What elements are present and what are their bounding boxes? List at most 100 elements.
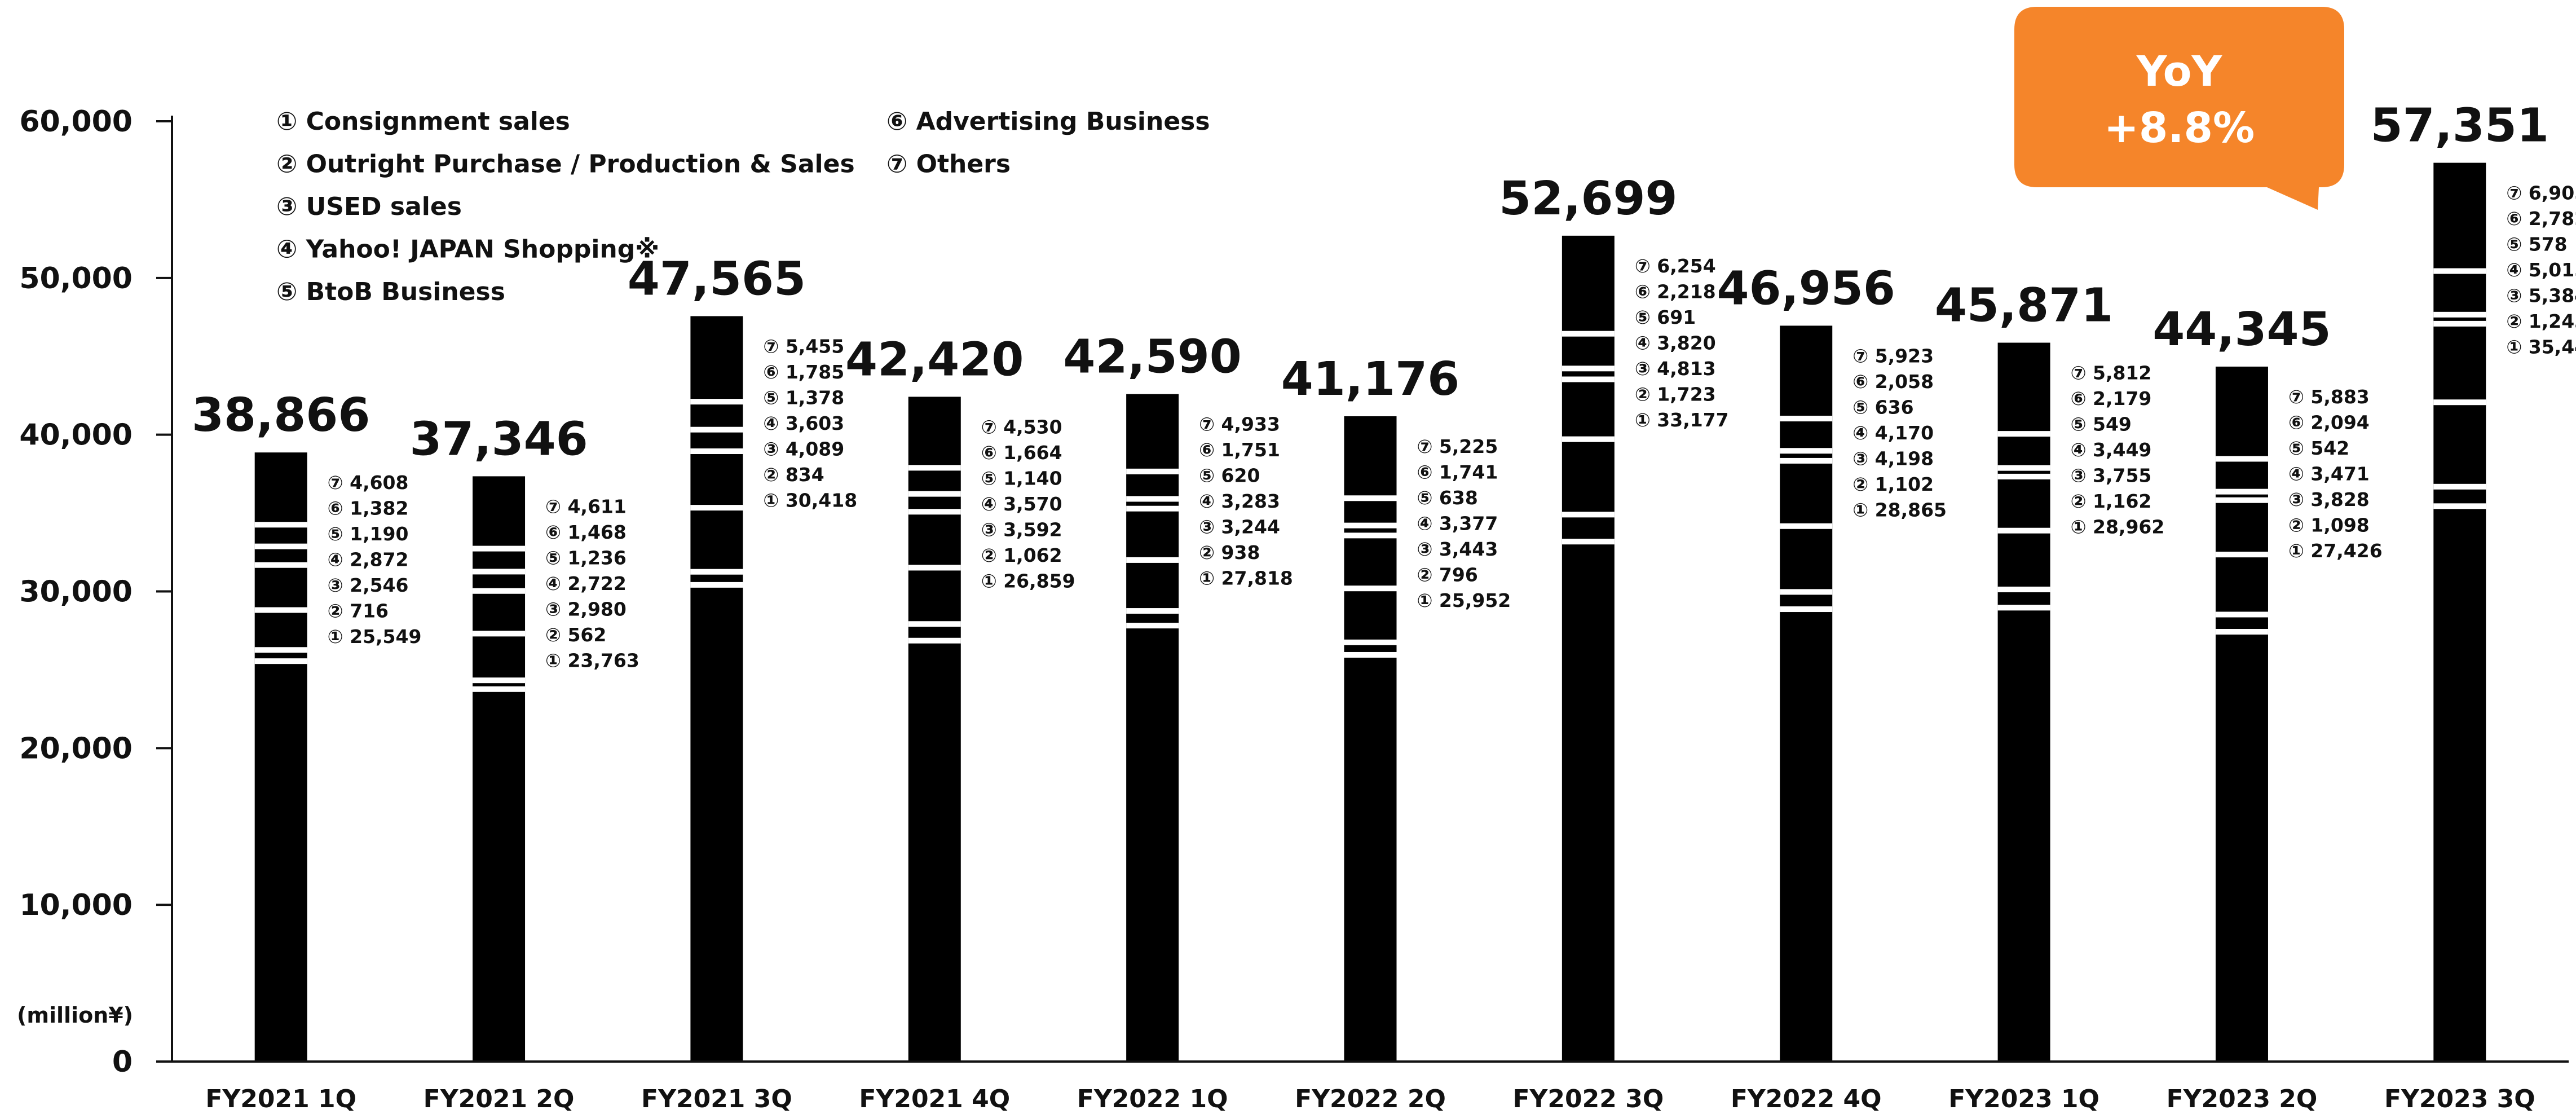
segment-value-label: ⑤ 691 bbox=[1635, 306, 1696, 328]
segment-separator bbox=[1344, 532, 1397, 539]
segment-value-label: ③ 4,813 bbox=[1635, 358, 1716, 380]
segment-separator bbox=[2215, 488, 2268, 495]
bar bbox=[473, 476, 526, 1062]
segment-separator bbox=[690, 399, 743, 405]
legend: ① Consignment sales ② Outright Purchase /… bbox=[276, 107, 1210, 306]
segment-separator bbox=[1997, 605, 2050, 611]
y-tick-label: 20,000 bbox=[19, 732, 133, 765]
x-tick-label: FY2022 1Q bbox=[1077, 1085, 1228, 1113]
segment-value-label: ④ 3,570 bbox=[981, 493, 1062, 515]
segment-value-label: ④ 2,722 bbox=[545, 573, 627, 595]
segment-value-label: ② 1,102 bbox=[1852, 473, 1934, 495]
segment-separator bbox=[473, 686, 526, 692]
segment-value-label: ④ 3,471 bbox=[2288, 463, 2370, 485]
segment-value-label: ⑦ 5,455 bbox=[763, 335, 844, 357]
x-tick-label: FY2023 2Q bbox=[2167, 1085, 2318, 1113]
segment-value-label: ⑤ 1,190 bbox=[328, 523, 409, 545]
bar bbox=[1344, 416, 1397, 1062]
yoy-label: YoY bbox=[2136, 47, 2223, 96]
segment-separator bbox=[690, 426, 743, 433]
y-unit-label: (million¥) bbox=[17, 1003, 133, 1028]
bar-total-label: 46,956 bbox=[1717, 262, 1895, 315]
segment-separator bbox=[908, 491, 961, 497]
segment-separator bbox=[690, 505, 743, 511]
bar-total-label: 52,699 bbox=[1499, 172, 1677, 226]
segment-separator bbox=[908, 509, 961, 515]
segment-value-label: ④ 3,449 bbox=[2071, 439, 2152, 461]
segment-value-label: ① 27,818 bbox=[1199, 567, 1293, 589]
segment-value-label: ④ 3,283 bbox=[1199, 490, 1280, 512]
segment-separator bbox=[473, 677, 526, 684]
bar bbox=[1562, 235, 1615, 1062]
segment-separator bbox=[254, 543, 307, 549]
segment-value-label: ⑦ 4,608 bbox=[328, 472, 409, 494]
segment-separator bbox=[1344, 522, 1397, 529]
segment-separator bbox=[690, 569, 743, 575]
bar-total-label: 47,565 bbox=[628, 252, 806, 306]
y-tick-label: 0 bbox=[112, 1045, 133, 1079]
segment-value-label: ① 25,952 bbox=[1417, 589, 1511, 611]
yoy-callout: YoY +8.8% bbox=[2014, 7, 2344, 210]
x-tick-label: FY2022 2Q bbox=[1295, 1085, 1446, 1113]
segment-value-label: ⑥ 1,741 bbox=[1417, 461, 1498, 483]
segment-value-label: ④ 3,820 bbox=[1635, 332, 1716, 354]
segment-separator bbox=[1780, 606, 1833, 613]
segment-value-label: ③ 3,443 bbox=[1417, 538, 1498, 560]
segment-separator bbox=[690, 448, 743, 455]
segment-value-label: ⑥ 2,179 bbox=[2071, 388, 2152, 410]
segment-separator bbox=[1126, 505, 1179, 512]
segment-separator bbox=[1997, 527, 2050, 534]
x-tick-label: FY2023 3Q bbox=[2384, 1085, 2535, 1113]
legend-item: ① Consignment sales bbox=[276, 107, 570, 136]
segment-value-label: ① 28,865 bbox=[1852, 499, 1947, 521]
segment-value-label: ① 26,859 bbox=[981, 570, 1075, 592]
segment-separator bbox=[2433, 399, 2486, 406]
x-tick-label: FY2021 3Q bbox=[641, 1085, 792, 1113]
bar bbox=[2215, 366, 2268, 1062]
segment-separator bbox=[1562, 366, 1615, 372]
segment-value-label: ⑥ 2,094 bbox=[2288, 411, 2370, 433]
segment-separator bbox=[473, 631, 526, 637]
segment-value-label: ② 1,243 bbox=[2506, 310, 2576, 332]
segment-value-label: ④ 3,377 bbox=[1417, 512, 1498, 534]
segment-separator bbox=[1126, 496, 1179, 502]
bar bbox=[1997, 342, 2050, 1062]
segment-value-label: ⑦ 5,923 bbox=[1852, 345, 1934, 367]
bar bbox=[908, 397, 961, 1062]
y-tick-label: 50,000 bbox=[19, 262, 133, 296]
segment-value-label: ⑦ 4,933 bbox=[1199, 413, 1280, 435]
segment-value-label: ① 33,177 bbox=[1635, 409, 1729, 431]
segment-value-label: ⑤ 549 bbox=[2071, 413, 2132, 435]
yoy-value: +8.8% bbox=[2104, 104, 2255, 152]
x-tick-label: FY2021 1Q bbox=[205, 1085, 356, 1113]
legend-item: ② Outright Purchase / Production & Sales bbox=[276, 150, 855, 179]
segment-value-label: ② 1,062 bbox=[981, 544, 1062, 566]
x-tick-label: FY2021 4Q bbox=[859, 1085, 1010, 1113]
segment-value-label: ① 25,549 bbox=[328, 626, 422, 648]
y-tick-label: 10,000 bbox=[19, 888, 133, 922]
segment-value-label: ⑦ 4,530 bbox=[981, 416, 1062, 438]
segment-separator bbox=[254, 522, 307, 528]
segment-separator bbox=[1997, 473, 2050, 479]
segment-value-label: ③ 3,828 bbox=[2288, 488, 2370, 510]
bar-total-label: 37,346 bbox=[409, 412, 588, 466]
legend-item: ③ USED sales bbox=[276, 192, 462, 221]
segment-separator bbox=[1126, 608, 1179, 614]
segment-value-label: ① 30,418 bbox=[763, 489, 857, 511]
segment-value-label: ② 562 bbox=[545, 624, 606, 646]
x-tick-label: FY2021 2Q bbox=[424, 1085, 575, 1113]
segment-value-label: ③ 4,089 bbox=[763, 438, 844, 460]
segment-separator bbox=[473, 588, 526, 594]
segment-separator bbox=[2433, 483, 2486, 490]
segment-separator bbox=[1344, 639, 1397, 645]
segment-separator bbox=[1126, 557, 1179, 563]
bar-total-label: 44,345 bbox=[2152, 303, 2331, 356]
segment-separator bbox=[1344, 495, 1397, 501]
segment-separator bbox=[1562, 436, 1615, 442]
segment-separator bbox=[254, 658, 307, 664]
segment-value-label: ④ 3,603 bbox=[763, 412, 844, 434]
segment-separator bbox=[2215, 497, 2268, 503]
segment-separator bbox=[2215, 629, 2268, 635]
x-tick-label: FY2022 4Q bbox=[1731, 1085, 1882, 1113]
